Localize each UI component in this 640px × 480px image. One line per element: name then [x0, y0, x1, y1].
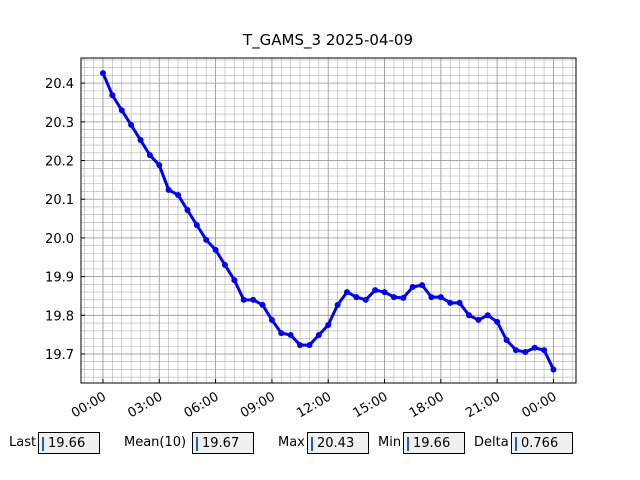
data-point	[522, 349, 529, 356]
y-tick-label: 19.7	[45, 348, 74, 363]
data-point	[343, 289, 350, 296]
data-point	[447, 299, 454, 306]
data-point	[109, 92, 116, 99]
plot-frame	[80, 57, 577, 384]
y-tick-label: 20.0	[45, 232, 74, 247]
stat-field[interactable]: 20.43	[307, 432, 369, 454]
data-point	[419, 282, 426, 289]
data-point	[268, 316, 275, 323]
y-tick-label: 20.4	[45, 77, 74, 92]
stat-label: Min	[378, 435, 402, 450]
data-point	[231, 277, 238, 284]
data-point	[137, 137, 144, 144]
x-tick-label: 21:00	[463, 389, 503, 421]
y-tick-label: 20.3	[45, 116, 74, 131]
data-point	[240, 296, 247, 303]
data-point	[165, 186, 172, 193]
data-point	[353, 294, 360, 301]
data-point	[475, 316, 482, 323]
stat-label: Mean(10)	[124, 435, 187, 450]
y-tick-label: 19.9	[45, 271, 74, 286]
data-point	[484, 312, 491, 319]
y-tick-label: 20.1	[45, 193, 74, 208]
data-point	[259, 301, 266, 308]
stat-label: Last	[9, 435, 37, 450]
data-point	[390, 294, 397, 301]
data-point	[362, 296, 369, 303]
x-tick-label: 15:00	[351, 389, 391, 421]
data-point	[372, 287, 379, 294]
data-point	[212, 246, 219, 253]
data-point	[381, 289, 388, 296]
data-point	[193, 222, 200, 229]
x-tick-label: 18:00	[407, 389, 447, 421]
data-point	[541, 347, 548, 354]
data-point	[512, 347, 519, 354]
data-point	[550, 366, 557, 373]
x-tick-label: 00:00	[520, 389, 560, 421]
data-point	[437, 294, 444, 301]
data-point	[306, 342, 313, 349]
x-tick-label: 12:00	[294, 389, 334, 421]
data-point	[456, 299, 463, 306]
data-point	[203, 236, 210, 243]
data-point	[287, 332, 294, 339]
data-point	[278, 330, 285, 337]
data-point	[531, 344, 538, 351]
data-point	[428, 294, 435, 301]
x-tick-label: 09:00	[238, 389, 278, 421]
data-point	[146, 152, 153, 159]
data-point	[400, 294, 407, 301]
data-point	[175, 191, 182, 198]
chart-title: T_GAMS_3 2025-04-09	[242, 31, 413, 50]
grid	[81, 58, 576, 383]
data-point	[221, 261, 228, 268]
data-point	[297, 342, 304, 349]
stat-field[interactable]: 19.66	[403, 432, 465, 454]
data-point	[334, 301, 341, 308]
data-point	[325, 321, 332, 328]
data-point	[184, 207, 191, 214]
data-point	[128, 121, 135, 128]
data-point	[118, 107, 125, 114]
data-point	[156, 162, 163, 169]
data-point	[409, 284, 416, 291]
data-point	[99, 70, 106, 77]
stat-field[interactable]: 19.67	[192, 432, 254, 454]
data-point	[250, 296, 257, 303]
x-tick-label: 00:00	[69, 389, 109, 421]
stat-field[interactable]: 0.766	[511, 432, 573, 454]
x-tick-label: 03:00	[125, 389, 165, 421]
data-point	[315, 332, 322, 339]
y-tick-label: 19.8	[45, 309, 74, 324]
y-tick-label: 20.2	[45, 155, 74, 170]
data-point	[466, 312, 473, 319]
data-point	[494, 318, 501, 325]
stat-label: Delta	[474, 435, 509, 450]
stat-label: Max	[278, 435, 305, 450]
x-tick-label: 06:00	[182, 389, 222, 421]
stat-field[interactable]: 19.66	[38, 432, 100, 454]
data-point	[503, 337, 510, 344]
